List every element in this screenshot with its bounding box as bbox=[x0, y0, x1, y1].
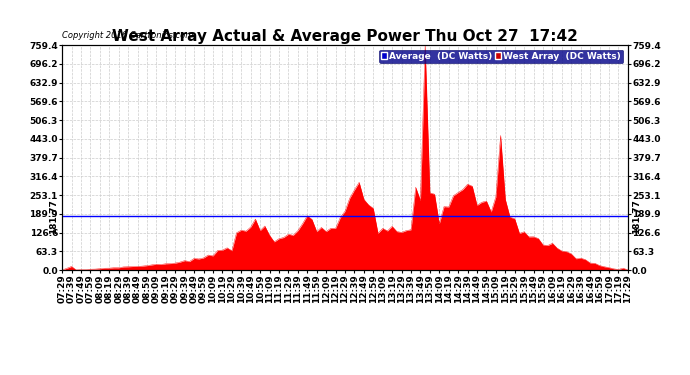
Legend: Average  (DC Watts), West Array  (DC Watts): Average (DC Watts), West Array (DC Watts… bbox=[379, 50, 623, 63]
Title: West Array Actual & Average Power Thu Oct 27  17:42: West Array Actual & Average Power Thu Oc… bbox=[112, 29, 578, 44]
Text: Copyright 2016 Cartronics.com: Copyright 2016 Cartronics.com bbox=[62, 32, 193, 40]
Text: 181.77: 181.77 bbox=[49, 199, 58, 234]
Text: 181.77: 181.77 bbox=[632, 199, 641, 234]
